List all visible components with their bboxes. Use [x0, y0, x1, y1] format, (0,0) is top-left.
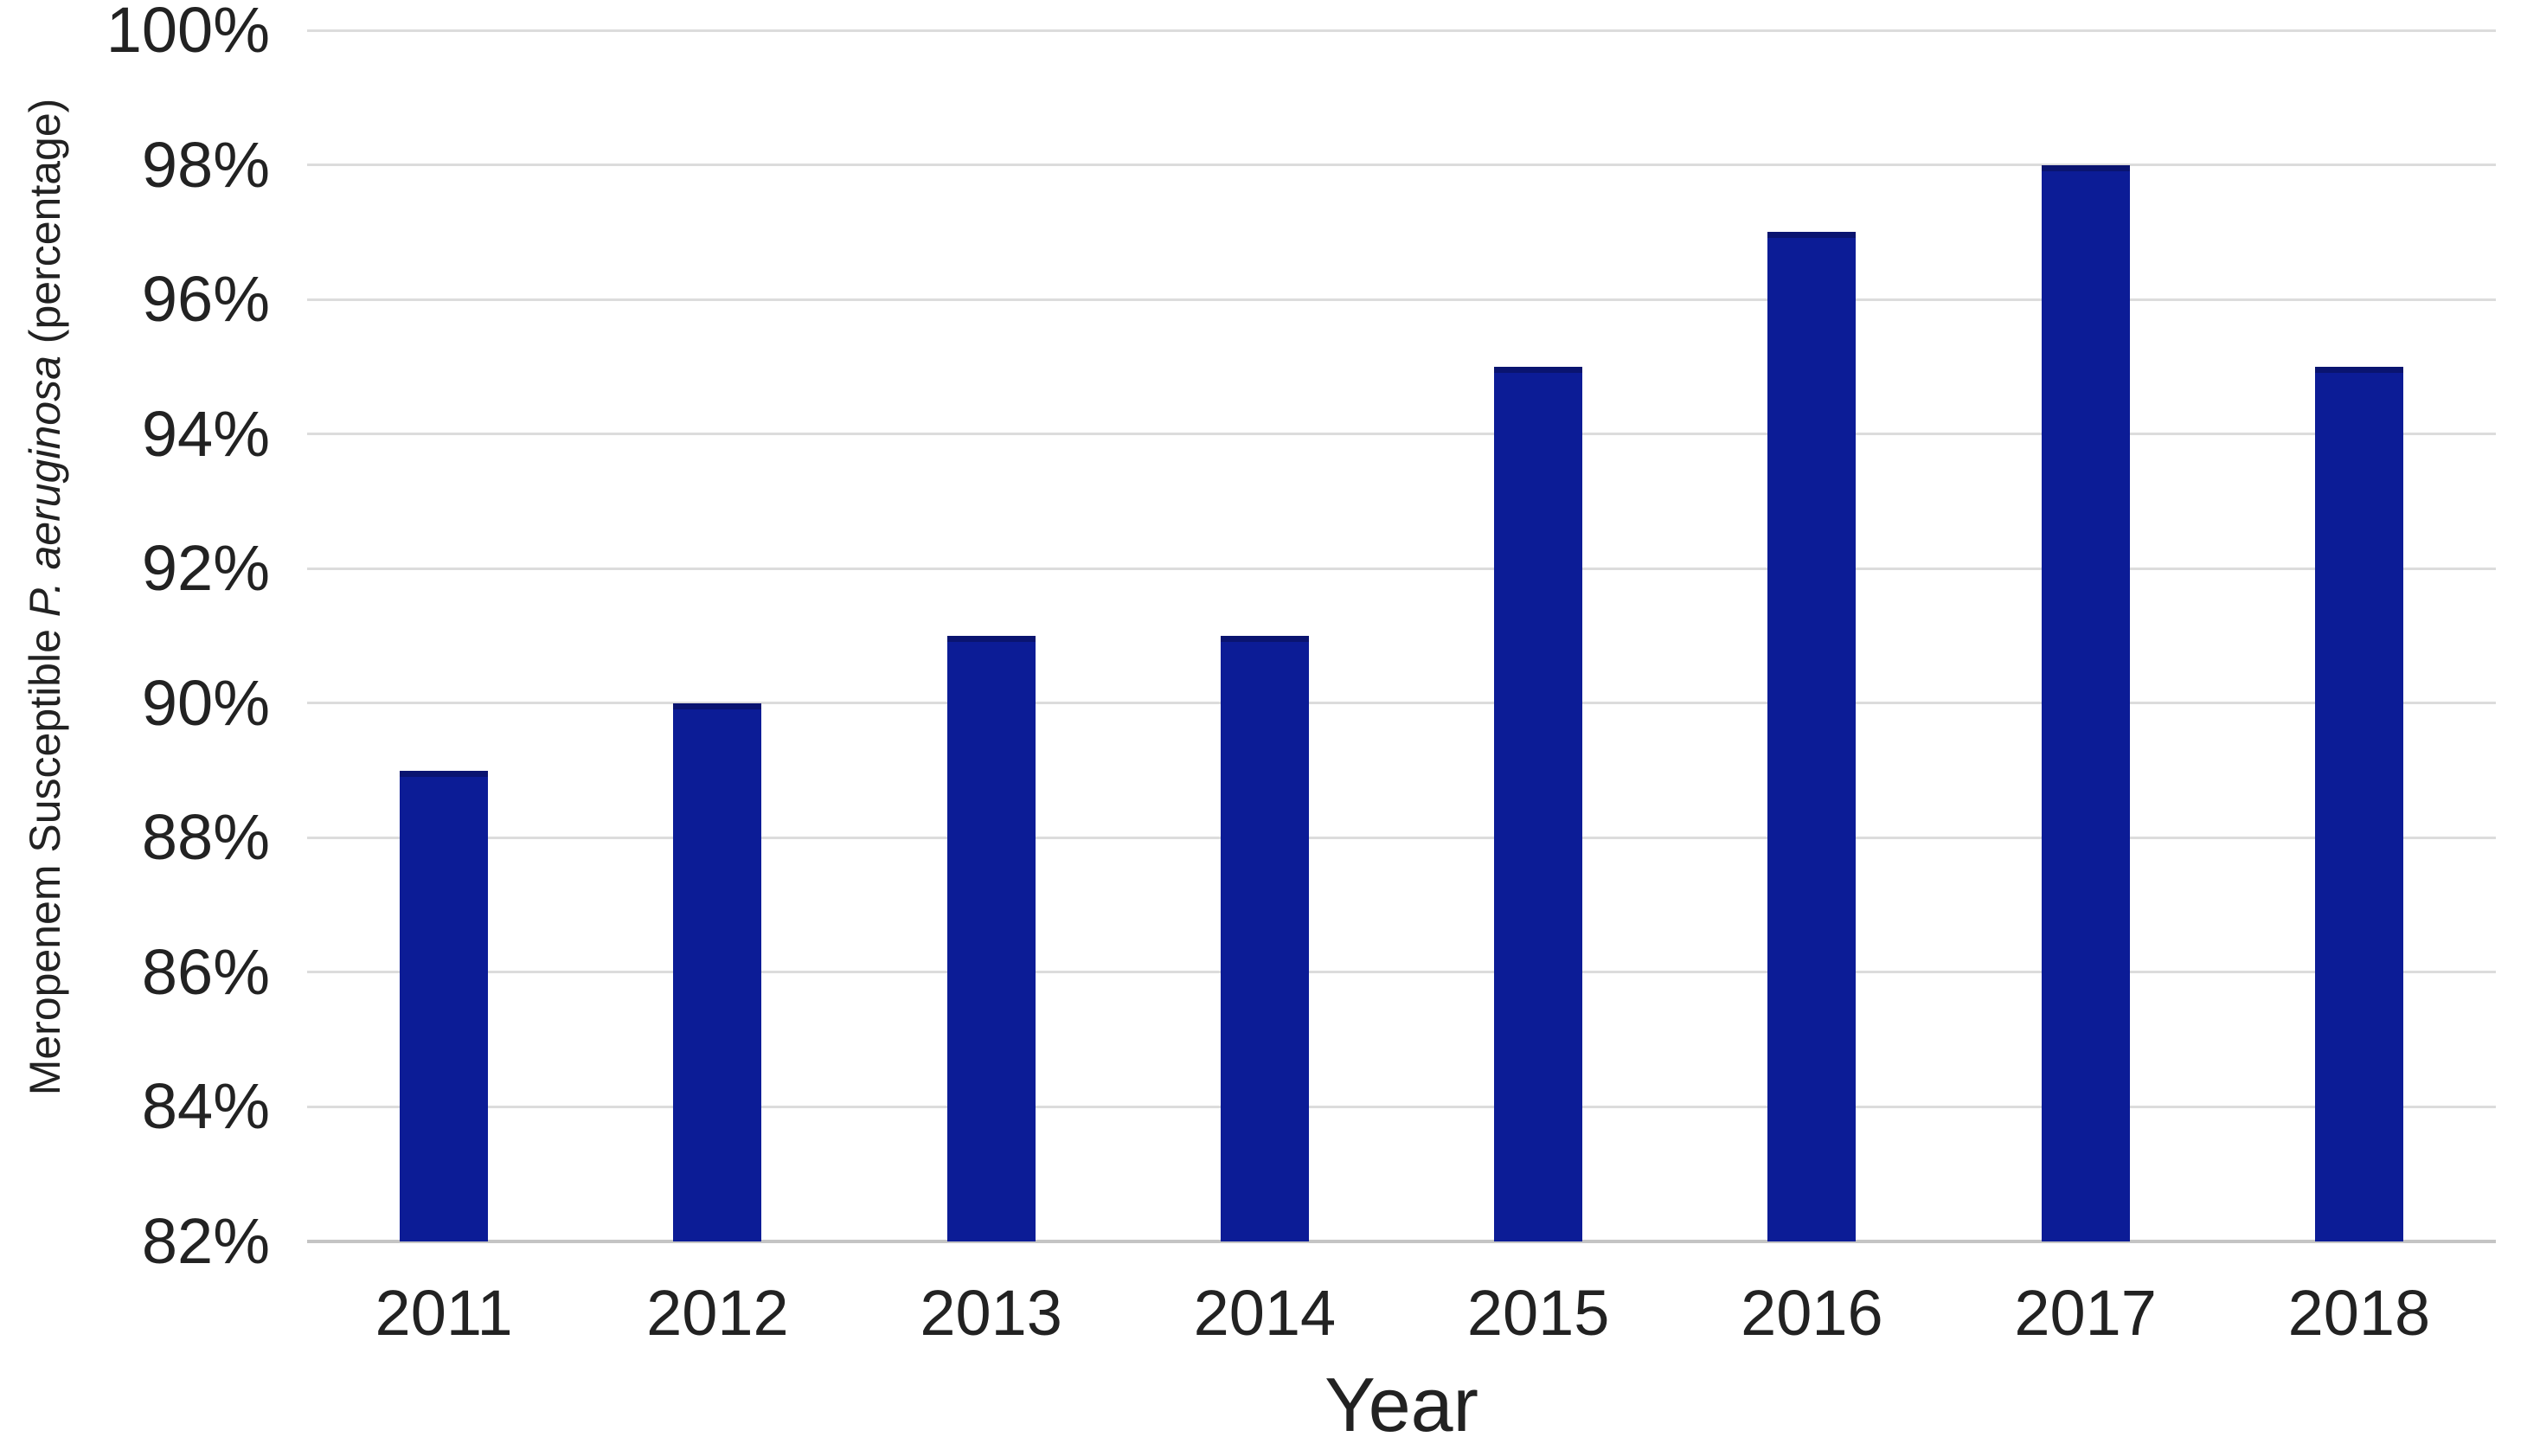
gridline-84 [307, 1105, 2496, 1108]
x-tick-label-2017: 2017 [2014, 1277, 2157, 1349]
y-tick-label-100: 100% [106, 0, 270, 66]
gridline-100 [307, 29, 2496, 32]
x-tick-label-2016: 2016 [1741, 1277, 1883, 1349]
bar-2014 [1220, 636, 1309, 1241]
y-tick-label-88: 88% [141, 801, 270, 874]
gridline-88 [307, 836, 2496, 839]
gridline-98 [307, 164, 2496, 167]
bar-2011 [400, 770, 489, 1241]
x-tick-label-2013: 2013 [920, 1277, 1062, 1349]
y-tick-label-96: 96% [141, 263, 270, 336]
y-tick-label-84: 84% [141, 1070, 270, 1143]
y-tick-label-90: 90% [141, 666, 270, 739]
bar-2018 [2314, 366, 2403, 1241]
x-axis-title: Year [1324, 1362, 1478, 1447]
gridline-96 [307, 298, 2496, 301]
bar-2016 [1767, 232, 1857, 1241]
bar-2012 [673, 702, 762, 1241]
y-tick-label-82: 82% [141, 1205, 270, 1277]
gridline-90 [307, 702, 2496, 705]
gridline-86 [307, 971, 2496, 974]
x-tick-label-2011: 2011 [375, 1277, 513, 1349]
x-tick-label-2014: 2014 [1193, 1277, 1337, 1349]
gridline-92 [307, 567, 2496, 570]
y-tick-label-98: 98% [141, 128, 270, 201]
bar-2017 [2041, 164, 2130, 1241]
y-tick-label-86: 86% [141, 935, 270, 1008]
x-tick-label-2018: 2018 [2287, 1277, 2431, 1349]
x-tick-label-2015: 2015 [1466, 1277, 1610, 1349]
y-tick-label-94: 94% [141, 397, 270, 470]
y-tick-label-92: 92% [141, 532, 270, 605]
x-axis-line [307, 1240, 2496, 1243]
x-tick-label-2012: 2012 [646, 1277, 789, 1349]
gridline-94 [307, 433, 2496, 436]
bar-2015 [1494, 366, 1583, 1241]
bar-2013 [946, 636, 1036, 1241]
